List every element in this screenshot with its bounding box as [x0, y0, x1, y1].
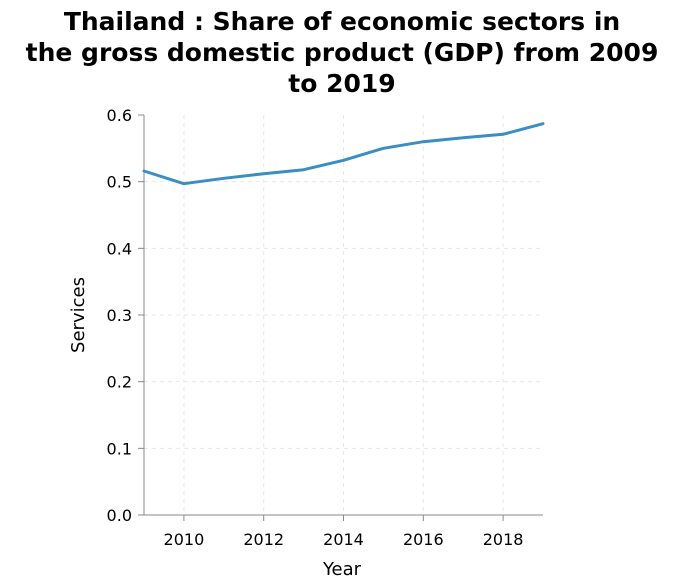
chart-title-line-3: to 2019: [288, 69, 395, 98]
y-tick-label: 0.3: [107, 306, 132, 325]
x-tick-label: 2010: [164, 530, 205, 549]
grid-lines: [144, 115, 543, 515]
chart-title-line-2: the gross domestic product (GDP) from 20…: [26, 38, 659, 67]
series-lines: [142, 122, 545, 186]
series-line-services: [142, 122, 545, 186]
x-tick-label: 2014: [323, 530, 364, 549]
x-tick-label: 2018: [483, 530, 524, 549]
chart-title-line-1: Thailand : Share of economic sectors in: [64, 7, 620, 36]
y-tick-label: 0.2: [107, 373, 132, 392]
y-axis-ticks: 0.0 0.1 0.2 0.3 0.4 0.5 0.6: [107, 106, 144, 525]
y-tick-label: 0.1: [107, 439, 132, 458]
y-tick-label: 0.5: [107, 173, 132, 192]
x-axis-ticks: 2010 2012 2014 2016 2018: [164, 515, 524, 549]
y-tick-label: 0.0: [107, 506, 132, 525]
x-axis-label: Year: [322, 559, 362, 580]
x-tick-label: 2012: [243, 530, 284, 549]
y-axis-label: Services: [68, 277, 89, 353]
y-tick-label: 0.6: [107, 106, 132, 125]
x-tick-label: 2016: [403, 530, 444, 549]
y-tick-label: 0.4: [107, 239, 132, 258]
